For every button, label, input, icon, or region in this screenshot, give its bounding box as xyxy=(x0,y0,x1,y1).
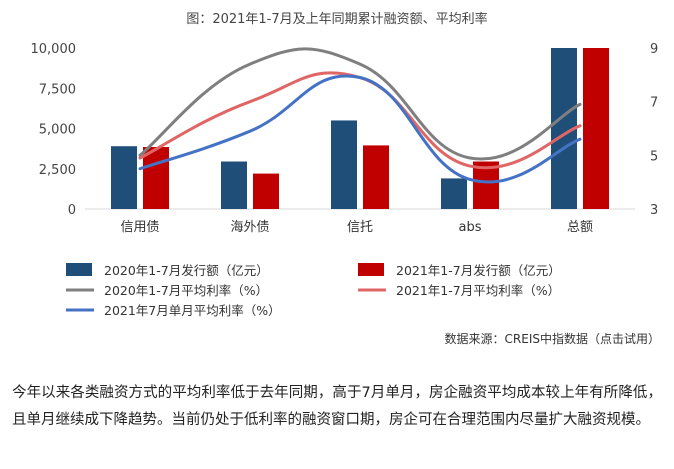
bar-series-2 xyxy=(143,147,169,209)
legend-label: 2021年1-7月发行额（亿元） xyxy=(396,263,561,278)
left-tick-label: 5,000 xyxy=(39,123,76,138)
bar-series-2 xyxy=(473,161,499,209)
right-tick-label: 7 xyxy=(650,96,658,111)
right-tick-label: 5 xyxy=(650,149,658,164)
line-series-1 xyxy=(138,47,582,161)
legend-label: 2020年1-7月发行额（亿元） xyxy=(104,263,269,278)
legend-swatch xyxy=(66,263,92,276)
category-label: 总额 xyxy=(567,220,593,235)
bar-series-1 xyxy=(221,161,247,209)
chart-title: 图：2021年1-7月及上年同期累计融资额、平均利率 xyxy=(186,12,488,27)
right-tick-label: 3 xyxy=(650,203,658,218)
bar-series-2 xyxy=(253,173,279,209)
left-tick-label: 10,000 xyxy=(31,42,77,57)
bar-series-1 xyxy=(111,146,137,209)
legend-swatch xyxy=(358,263,384,276)
category-label: 海外债 xyxy=(230,220,269,235)
left-tick-label: 7,500 xyxy=(39,82,76,97)
left-tick-label: 2,500 xyxy=(39,163,76,178)
bar-series-1 xyxy=(331,120,357,209)
bar-series-2 xyxy=(363,145,389,209)
line-series-3 xyxy=(138,74,582,184)
source-link[interactable]: 数据来源：CREIS中指数据（点击试用） xyxy=(444,332,660,346)
bar-series-2 xyxy=(583,48,609,209)
category-label: abs xyxy=(459,220,482,235)
article-paragraph: 今年以来各类融资方式的平均利率低于去年同期，高于7月单月，房企融资平均成本较上年… xyxy=(12,385,662,428)
legend-label: 2021年1-7月平均利率（%） xyxy=(396,283,560,298)
right-tick-label: 9 xyxy=(650,42,658,57)
legend-label: 2020年1-7月平均利率（%） xyxy=(104,283,268,298)
left-tick-label: 0 xyxy=(68,203,76,218)
category-label: 信用债 xyxy=(120,220,159,235)
legend-label: 2021年7月单月平均利率（%） xyxy=(104,303,281,318)
bar-series-1 xyxy=(441,178,467,209)
line-series-2 xyxy=(138,71,582,170)
category-label: 信托 xyxy=(347,220,373,235)
